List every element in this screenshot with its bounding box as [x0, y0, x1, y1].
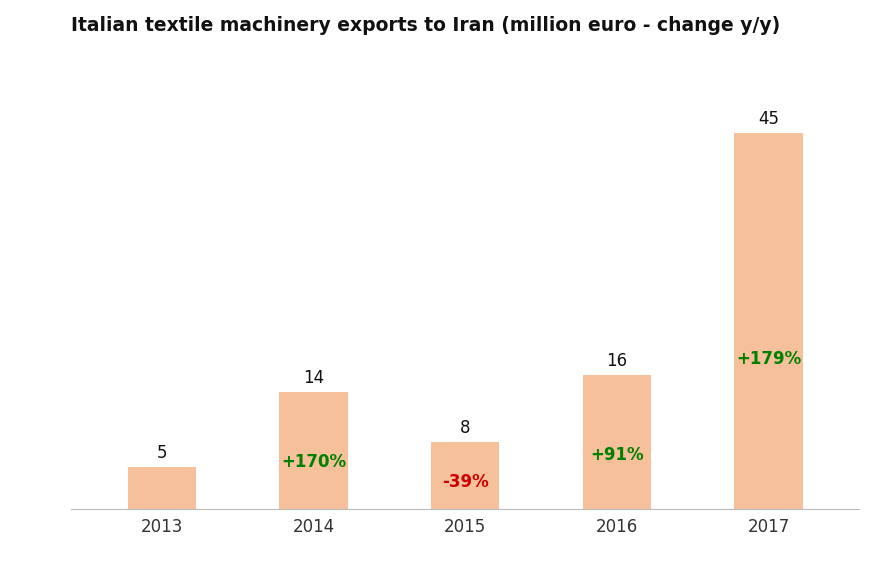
Text: 14: 14 [303, 369, 324, 387]
Text: Italian textile machinery exports to Iran (million euro - change y/y): Italian textile machinery exports to Ira… [71, 16, 781, 35]
Text: 16: 16 [606, 352, 627, 370]
Bar [583, 375, 651, 509]
Bar [128, 467, 196, 509]
Text: +91%: +91% [590, 446, 643, 464]
Text: +179%: +179% [735, 350, 801, 368]
Text: 8: 8 [460, 419, 470, 437]
Bar [279, 392, 347, 509]
Text: -39%: -39% [442, 473, 488, 491]
Bar [734, 134, 803, 509]
Bar [431, 442, 500, 509]
Text: 5: 5 [157, 444, 167, 462]
Text: 45: 45 [758, 110, 779, 128]
Text: +170%: +170% [281, 453, 346, 471]
